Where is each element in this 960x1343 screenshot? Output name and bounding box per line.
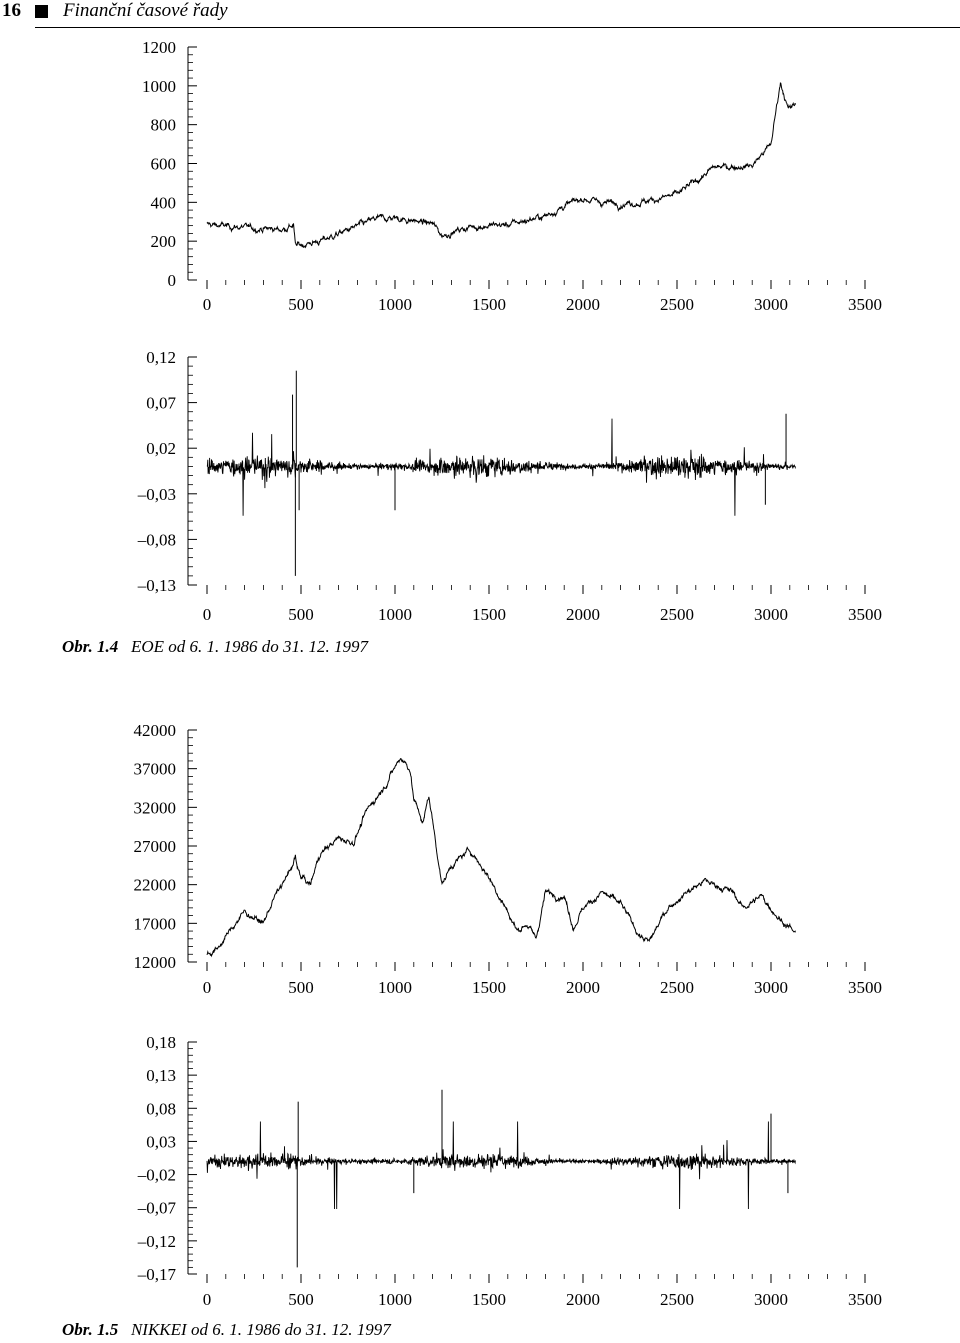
- caption-label: Obr. 1.5: [62, 1320, 119, 1339]
- y-tick-label: 0,08: [146, 1099, 176, 1118]
- y-tick-label: –0,07: [137, 1199, 177, 1218]
- y-tick-label: 37000: [134, 760, 177, 779]
- x-tick-label: 2000: [566, 605, 600, 624]
- x-tick-label: 2500: [660, 605, 694, 624]
- x-tick-label: 500: [288, 605, 314, 624]
- y-tick-label: 0,07: [146, 394, 176, 413]
- running-title: Finanční časové řady: [63, 0, 228, 21]
- figure-caption-1-5: Obr. 1.5 NIKKEI od 6. 1. 1986 do 31. 12.…: [62, 1320, 391, 1340]
- caption-text: EOE od 6. 1. 1986 do 31. 12. 1997: [130, 637, 369, 656]
- y-tick-label: 1000: [142, 77, 176, 96]
- square-bullet-icon: [35, 5, 48, 18]
- x-tick-label: 2500: [660, 978, 694, 997]
- y-tick-label: –0,17: [137, 1265, 177, 1284]
- y-tick-label: –0,08: [137, 530, 176, 549]
- nikkei-returns-chart: –0,17 –0,12 –0,07 –0,02 0,03 0,08 0,13 0,18 0 500…: [137, 1033, 882, 1309]
- x-tick-label: 0: [203, 978, 212, 997]
- x-tick-label: 500: [288, 978, 314, 997]
- series-line: [206, 82, 796, 249]
- y-tick-label: 17000: [134, 914, 177, 933]
- x-tick-label: 1500: [472, 605, 506, 624]
- x-tick-label: 2500: [660, 295, 694, 314]
- y-tick-label: 32000: [134, 798, 177, 817]
- y-tick-label: 400: [151, 193, 177, 212]
- x-tick-label: 1500: [472, 978, 506, 997]
- y-tick-label: 27000: [134, 837, 177, 856]
- caption-text: NIKKEI od 6. 1. 1986 do 31. 12. 1997: [130, 1320, 391, 1339]
- y-tick-label: 200: [151, 232, 177, 251]
- y-tick-label: 600: [151, 155, 177, 174]
- x-tick-label: 2000: [566, 1290, 600, 1309]
- x-tick-label: 3000: [754, 978, 788, 997]
- nikkei-price-chart: 12000 17000 22000 27000 32000 37000 42000 0 500 1…: [134, 721, 883, 997]
- x-tick-label: 0: [203, 605, 212, 624]
- x-tick-label: 3500: [848, 295, 882, 314]
- x-tick-label: 1500: [472, 295, 506, 314]
- y-tick-label: –0,13: [137, 576, 176, 595]
- x-tick-label: 3500: [848, 1290, 882, 1309]
- eoe-price-chart: 0 200 400 600 800 1000 1200 0 500 1000 1500 2000 250…: [142, 38, 882, 314]
- x-tick-label: 1000: [378, 605, 412, 624]
- x-tick-label: 500: [288, 295, 314, 314]
- y-tick-label: 0,03: [146, 1132, 176, 1151]
- y-tick-label: –0,03: [137, 485, 176, 504]
- header-rule: [35, 27, 960, 28]
- x-tick-label: 1000: [378, 978, 412, 997]
- figure-caption-1-4: Obr. 1.4 EOE od 6. 1. 1986 do 31. 12. 19…: [62, 637, 368, 657]
- x-tick-label: 3000: [754, 295, 788, 314]
- x-tick-label: 0: [203, 295, 212, 314]
- y-tick-label: 0,13: [146, 1066, 176, 1085]
- eoe-returns-chart: –0,13 –0,08 –0,03 0,02 0,07 0,12 0 500 1000 1500 2…: [137, 348, 882, 624]
- y-tick-label: 800: [151, 116, 177, 135]
- y-tick-label: 22000: [134, 876, 177, 895]
- x-tick-label: 1000: [378, 1290, 412, 1309]
- y-tick-label: 0: [168, 271, 177, 290]
- x-tick-label: 1000: [378, 295, 412, 314]
- x-tick-label: 3000: [754, 1290, 788, 1309]
- y-tick-label: –0,12: [137, 1232, 176, 1251]
- x-tick-label: 2000: [566, 295, 600, 314]
- y-tick-label: 0,12: [146, 348, 176, 367]
- series-line: [206, 1121, 796, 1210]
- series-line: [206, 418, 796, 516]
- x-tick-label: 3500: [848, 605, 882, 624]
- x-tick-label: 1500: [472, 1290, 506, 1309]
- y-tick-label: 0,18: [146, 1033, 176, 1052]
- x-tick-label: 3000: [754, 605, 788, 624]
- x-tick-label: 3500: [848, 978, 882, 997]
- page-header: 16 Finanční časové řady: [0, 0, 960, 30]
- x-tick-label: 500: [288, 1290, 314, 1309]
- y-tick-label: 12000: [134, 953, 177, 972]
- x-tick-label: 2000: [566, 978, 600, 997]
- page-number: 16: [2, 0, 21, 21]
- x-tick-label: 2500: [660, 1290, 694, 1309]
- x-tick-label: 0: [203, 1290, 212, 1309]
- y-tick-label: –0,02: [137, 1166, 176, 1185]
- caption-label: Obr. 1.4: [62, 637, 119, 656]
- series-line: [206, 758, 796, 958]
- y-tick-label: 1200: [142, 38, 176, 57]
- y-tick-label: 0,02: [146, 439, 176, 458]
- y-tick-label: 42000: [134, 721, 177, 740]
